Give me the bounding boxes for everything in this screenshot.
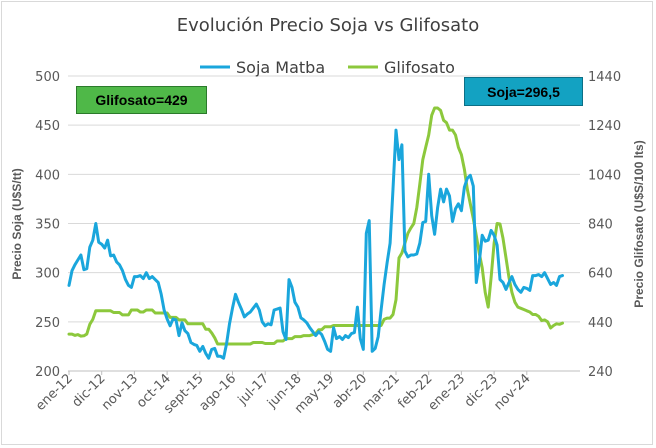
- y-right-tick-840: 840: [588, 218, 613, 233]
- x-tick-label-ene-23: ene-23: [425, 371, 468, 414]
- y-left-tick-200: 200: [35, 365, 60, 380]
- legend-soja-label: Soja Matba: [236, 58, 325, 77]
- soja-value-badge: Soja=296,5: [464, 77, 583, 106]
- y-left-tick-450: 450: [35, 119, 60, 134]
- y-right-tick-1240: 1240: [588, 119, 621, 134]
- legend-glifosato-label: Glifosato: [384, 58, 455, 77]
- series-line-soja-matba: [67, 128, 564, 360]
- y-axis-right-title: Precio Glifosato (U$S/100 lts): [632, 140, 646, 307]
- chart-title: Evolución Precio Soja vs Glifosato: [177, 15, 479, 36]
- y-right-tick-440: 440: [588, 316, 613, 331]
- y-left-tick-350: 350: [35, 218, 60, 233]
- y-left-tick-250: 250: [35, 316, 60, 331]
- y-left-tick-300: 300: [35, 267, 60, 282]
- y-right-tick-1440: 1440: [588, 70, 621, 85]
- x-tick-label-nov-13: nov-13: [99, 371, 141, 413]
- series: [67, 106, 564, 360]
- y-left-tick-400: 400: [35, 168, 60, 183]
- x-tick-label-nov-24: nov-24: [491, 371, 533, 413]
- glifosato-value-badge: Glifosato=429: [76, 86, 207, 114]
- gridlines: [68, 75, 580, 323]
- y-right-tick-640: 640: [588, 267, 613, 282]
- x-tick-label-ago-16: ago-16: [196, 371, 239, 414]
- y-right-tick-240: 240: [588, 365, 613, 380]
- y-right-tick-1040: 1040: [588, 168, 621, 183]
- series-line-glifosato: [67, 106, 564, 346]
- y-axis-left-title: Precio Soja (U$S/tt): [10, 168, 24, 279]
- axes: 200 250 300 350 400 450 500 240 440 640 840 1040 124…: [33, 70, 621, 417]
- legend: Soja Matba Glifosato: [200, 58, 455, 77]
- y-left-tick-500: 500: [35, 70, 60, 85]
